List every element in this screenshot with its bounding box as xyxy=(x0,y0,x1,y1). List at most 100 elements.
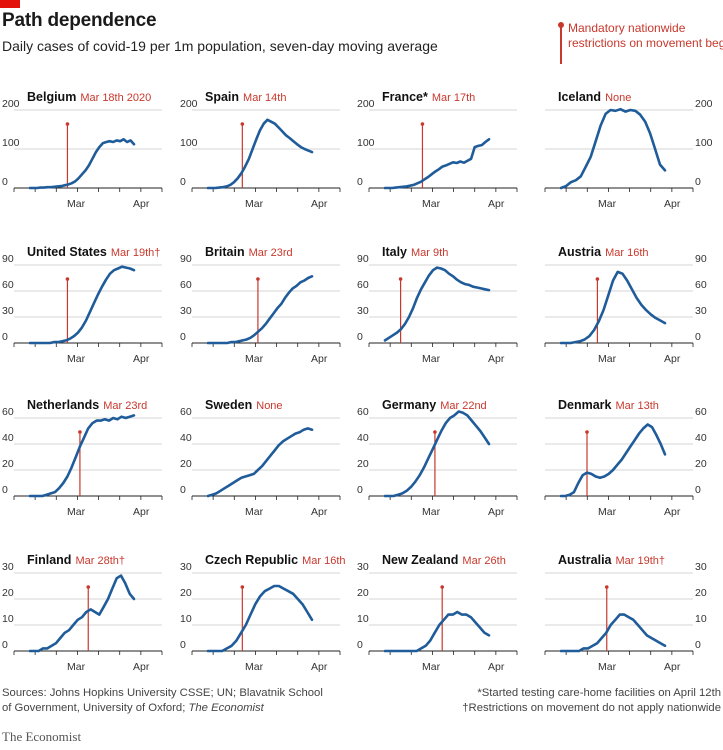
panel-finland-title: Finland Mar 28th† xyxy=(27,553,125,567)
panel-sweden-ytick: 60 xyxy=(180,406,192,418)
panel-finland-ytick: 20 xyxy=(2,587,14,599)
panel-italy-ytick: 60 xyxy=(357,279,369,291)
panel-germany-restriction-date: Mar 22nd xyxy=(440,400,486,412)
panel-sweden-xtick-apr: Apr xyxy=(311,506,328,518)
panel-united-states-restriction-date: Mar 19th† xyxy=(111,247,161,259)
panel-italy: Italy Mar 9th 0 30 60 90 Mar Apr xyxy=(357,245,518,365)
panel-britain-country: Britain xyxy=(205,245,245,259)
panel-denmark-xtick-mar: Mar xyxy=(598,506,617,518)
panel-australia-country: Australia xyxy=(558,553,613,567)
panel-belgium-title: Belgium Mar 18th 2020 xyxy=(27,90,151,104)
panel-germany-ytick: 60 xyxy=(357,406,369,418)
panel-netherlands-ytick: 40 xyxy=(2,432,14,444)
legend-label: Mandatory nationwide restrictions on mov… xyxy=(568,21,723,50)
panel-france-xtick-mar: Mar xyxy=(422,198,441,210)
panel-australia-ytick: 0 xyxy=(695,639,701,651)
panel-czech-republic-series-line xyxy=(206,584,314,653)
panel-belgium-country: Belgium xyxy=(27,90,76,104)
panel-finland-xtick-mar: Mar xyxy=(67,661,86,673)
panel-belgium: Belgium Mar 18th 2020 0 100 200 Mar Apr xyxy=(2,90,163,210)
panel-france-ytick: 100 xyxy=(357,137,375,149)
panel-denmark-restriction-dot xyxy=(585,430,589,434)
panel-spain-ytick: 100 xyxy=(180,137,198,149)
panel-sweden-ytick: 20 xyxy=(180,458,192,470)
panel-united-states-xtick-mar: Mar xyxy=(67,353,86,365)
panel-france-title: France* Mar 17th xyxy=(382,90,475,104)
panel-finland: Finland Mar 28th† 0 10 20 30 Mar Apr xyxy=(2,553,163,673)
panel-italy-title: Italy Mar 9th xyxy=(382,245,448,259)
panel-spain-title: Spain Mar 14th xyxy=(205,90,286,104)
panel-new-zealand-xtick-apr: Apr xyxy=(488,661,505,673)
panel-sweden: Sweden None 0 20 40 60 Mar Apr xyxy=(180,398,341,518)
panel-france-xtick-apr: Apr xyxy=(488,198,505,210)
panel-united-states-ytick: 30 xyxy=(2,305,14,317)
panel-denmark-ytick: 40 xyxy=(695,432,707,444)
panel-britain-xtick-apr: Apr xyxy=(311,353,328,365)
panel-austria-ytick: 30 xyxy=(695,305,707,317)
legend-marker-icon xyxy=(558,22,564,64)
panel-new-zealand-restriction-date: Mar 26th xyxy=(462,555,505,567)
panel-australia-restriction-date: Mar 19th† xyxy=(616,555,666,567)
chart-subtitle: Daily cases of covid-19 per 1m populatio… xyxy=(2,38,438,54)
panel-czech-republic-restriction-dot xyxy=(240,585,245,589)
footnote-restrictions: †Restrictions on movement do not apply n… xyxy=(462,702,721,714)
panel-britain-series-line xyxy=(206,274,314,345)
panel-belgium-series-line xyxy=(28,138,136,190)
panel-italy-restriction-dot xyxy=(398,277,403,281)
panel-britain-title: Britain Mar 23rd xyxy=(205,245,293,259)
panel-new-zealand-series-line xyxy=(383,610,491,653)
panel-sweden-country: Sweden xyxy=(205,398,252,412)
panel-finland-ytick: 10 xyxy=(2,613,14,625)
panel-belgium-ytick: 200 xyxy=(2,98,20,110)
panel-spain-ytick: 200 xyxy=(180,98,198,110)
panel-italy-country: Italy xyxy=(382,245,407,259)
panel-france-series-line xyxy=(383,138,491,190)
panel-germany-series-line xyxy=(383,410,491,498)
panel-britain-restriction-date: Mar 23rd xyxy=(249,247,293,259)
panel-australia-restriction-dot xyxy=(604,585,609,589)
panel-britain-restriction-dot xyxy=(256,277,260,281)
panel-new-zealand-ytick: 30 xyxy=(357,561,369,573)
panel-netherlands-xtick-apr: Apr xyxy=(133,506,150,518)
panel-new-zealand-ytick: 20 xyxy=(357,587,369,599)
panel-italy-ytick: 0 xyxy=(357,331,363,343)
panel-austria-xtick-apr: Apr xyxy=(664,353,681,365)
panel-austria-ytick: 0 xyxy=(695,331,701,343)
panel-denmark-series-line xyxy=(559,423,667,498)
panel-france-ytick: 0 xyxy=(357,176,363,188)
panel-denmark-ytick: 60 xyxy=(695,406,707,418)
panel-australia-xtick-apr: Apr xyxy=(664,661,681,673)
panel-italy-xtick-mar: Mar xyxy=(422,353,441,365)
panel-united-states-restriction-dot xyxy=(65,277,70,281)
panel-austria-ytick: 90 xyxy=(695,253,707,265)
panel-finland-restriction-dot xyxy=(86,585,91,589)
panel-spain-country: Spain xyxy=(205,90,239,104)
panel-finland-restriction-date: Mar 28th† xyxy=(75,555,125,567)
panel-netherlands-country: Netherlands xyxy=(27,398,99,412)
panel-belgium-restriction-date: Mar 18th 2020 xyxy=(80,92,151,104)
panel-australia-series-line xyxy=(559,613,667,653)
panel-united-states-title: United States Mar 19th† xyxy=(27,245,160,259)
panel-belgium-restriction-dot xyxy=(65,122,70,126)
panel-australia-ytick: 30 xyxy=(695,561,707,573)
panel-united-states-ytick: 60 xyxy=(2,279,14,291)
panel-austria: Austria Mar 16th 0 30 60 90 Mar Apr xyxy=(544,245,707,365)
panel-netherlands-xtick-mar: Mar xyxy=(67,506,86,518)
panel-belgium-xtick-apr: Apr xyxy=(133,198,150,210)
panel-czech-republic-title: Czech Republic Mar 16th xyxy=(205,553,346,567)
panel-spain: Spain Mar 14th 0 100 200 Mar Apr xyxy=(180,90,341,210)
panel-spain-ytick: 0 xyxy=(180,176,186,188)
panel-italy-ytick: 90 xyxy=(357,253,369,265)
panel-france: France* Mar 17th 0 100 200 Mar Apr xyxy=(357,90,518,210)
chart-title: Path dependence xyxy=(2,10,157,31)
panel-belgium-ytick: 0 xyxy=(2,176,8,188)
panel-denmark: Denmark Mar 13th 0 20 40 60 Mar Apr xyxy=(544,398,707,518)
panel-australia: Australia Mar 19th† 0 10 20 30 Mar Apr xyxy=(544,553,707,673)
panel-czech-republic-xtick-mar: Mar xyxy=(245,661,264,673)
panel-austria-title: Austria Mar 16th xyxy=(558,245,649,259)
panel-czech-republic-ytick: 0 xyxy=(180,639,186,651)
panel-germany-ytick: 0 xyxy=(357,484,363,496)
panel-iceland-title: Iceland None xyxy=(558,90,631,104)
brand-tag xyxy=(0,0,20,8)
